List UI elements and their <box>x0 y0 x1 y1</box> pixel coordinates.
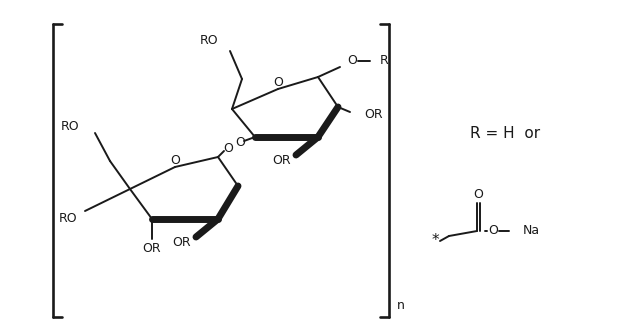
Text: Na: Na <box>523 224 540 238</box>
Text: O: O <box>170 155 180 167</box>
Text: O: O <box>473 188 483 200</box>
Text: RO: RO <box>60 120 79 134</box>
Text: O: O <box>223 142 233 156</box>
Text: RO: RO <box>58 213 77 225</box>
Text: OR: OR <box>273 155 291 167</box>
Text: OR: OR <box>173 237 191 249</box>
Text: R = H  or: R = H or <box>470 126 540 141</box>
Text: RO: RO <box>200 35 218 47</box>
Text: O: O <box>347 55 357 67</box>
Text: OR: OR <box>143 242 161 256</box>
Text: *: * <box>431 234 439 248</box>
Text: n: n <box>397 299 405 312</box>
Text: OR: OR <box>364 108 383 120</box>
Text: R: R <box>380 55 388 67</box>
Text: O: O <box>235 137 245 149</box>
Text: O: O <box>273 77 283 89</box>
Text: O: O <box>488 224 498 238</box>
